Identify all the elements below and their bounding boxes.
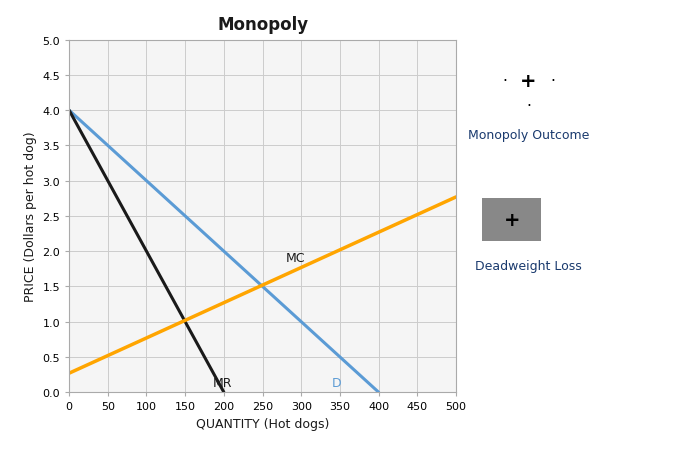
Text: ·: · xyxy=(502,74,507,89)
Text: ·: · xyxy=(526,98,531,114)
X-axis label: QUANTITY (Hot dogs): QUANTITY (Hot dogs) xyxy=(196,417,330,430)
Text: ·: · xyxy=(550,74,556,89)
Y-axis label: PRICE (Dollars per hot dog): PRICE (Dollars per hot dog) xyxy=(23,131,37,302)
Text: D: D xyxy=(332,376,342,389)
Text: Monopoly Outcome: Monopoly Outcome xyxy=(468,129,589,142)
Text: +: + xyxy=(520,72,537,91)
Text: MR: MR xyxy=(212,376,231,389)
Text: Deadweight Loss: Deadweight Loss xyxy=(475,259,582,272)
Text: +: + xyxy=(504,210,520,230)
Text: MC: MC xyxy=(286,251,305,264)
Title: Monopoly: Monopoly xyxy=(217,15,308,33)
